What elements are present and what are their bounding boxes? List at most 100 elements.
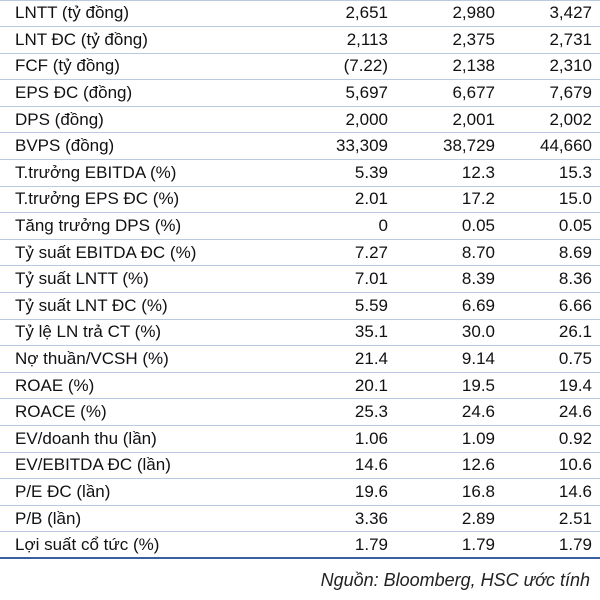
table-row: ROACE (%) 25.3 24.6 24.6	[0, 399, 600, 426]
row-value-1: 5.39	[354, 162, 388, 182]
table-row: Tăng trưởng DPS (%) 0 0.05 0.05	[0, 213, 600, 240]
row-value-1: 25.3	[354, 402, 388, 422]
row-label: Tỷ suất LNTT (%)	[15, 269, 149, 289]
source-note: Nguồn: Bloomberg, HSC ước tính	[320, 570, 590, 590]
row-value-3: 44,660	[540, 136, 592, 156]
row-value-2: 0.05	[461, 216, 495, 236]
row-label: LNTT (tỷ đồng)	[15, 3, 130, 23]
table-row: Tỷ suất EBITDA ĐC (%) 7.27 8.70 8.69	[0, 240, 600, 267]
row-label: DPS (đồng)	[15, 109, 104, 129]
row-label: T.trưởng EBITDA (%)	[15, 162, 177, 182]
row-label: EV/EBITDA ĐC (lần)	[15, 455, 171, 475]
row-label: Tỷ lệ LN trả CT (%)	[15, 322, 162, 342]
row-label: Tỷ suất EBITDA ĐC (%)	[15, 242, 197, 262]
row-value-3: 10.6	[558, 455, 592, 475]
table-row: Lợi suất cổ tức (%) 1.79 1.79 1.79	[0, 532, 600, 559]
row-label: LNT ĐC (tỷ đồng)	[15, 29, 148, 49]
row-value-1: 5,697	[345, 83, 388, 103]
row-label: T.trưởng EPS ĐC (%)	[15, 189, 180, 209]
row-value-1: 2,113	[346, 29, 388, 49]
row-label: ROACE (%)	[15, 402, 107, 422]
row-value-3: 8.69	[558, 242, 592, 262]
table-row: Tỷ lệ LN trả CT (%) 35.1 30.0 26.1	[0, 320, 600, 347]
row-label: Tỷ suất LNT ĐC (%)	[15, 295, 168, 315]
row-value-3: 1.79	[558, 534, 592, 554]
table-row: LNTT (tỷ đồng) 2,651 2,980 3,427	[0, 1, 600, 28]
row-value-3: 2,731	[549, 29, 592, 49]
row-value-2: 16.8	[461, 481, 495, 501]
row-value-2: 6,677	[452, 83, 495, 103]
row-value-1: 14.6	[354, 455, 388, 475]
table-row: EPS ĐC (đồng) 5,697 6,677 7,679	[0, 80, 600, 107]
table-row: T.trưởng EPS ĐC (%) 2.01 17.2 15.0	[0, 187, 600, 214]
table-row: DPS (đồng) 2,000 2,001 2,002	[0, 107, 600, 134]
table-row: LNT ĐC (tỷ đồng) 2,113 2,375 2,731	[0, 27, 600, 54]
row-value-2: 2.89	[461, 508, 495, 528]
table-body: LNTT (tỷ đồng) 2,651 2,980 3,427 LNT ĐC (tỷ …	[0, 1, 600, 559]
row-value-1: 3.36	[354, 508, 388, 528]
table-row: ROAE (%) 20.1 19.5 19.4	[0, 373, 600, 400]
row-label: P/E ĐC (lần)	[15, 481, 111, 501]
row-value-3: 15.0	[558, 189, 592, 209]
row-value-3: 19.4	[558, 375, 592, 395]
row-value-2: 19.5	[461, 375, 495, 395]
row-value-1: (7.22)	[343, 56, 388, 76]
table-row: T.trưởng EBITDA (%) 5.39 12.3 15.3	[0, 160, 600, 187]
row-value-1: 2,651	[345, 3, 388, 23]
row-value-3: 0.05	[558, 216, 592, 236]
row-value-2: 9.14	[461, 349, 495, 369]
row-value-1: 33,309	[336, 136, 388, 156]
row-label: Nợ thuần/VCSH (%)	[15, 349, 169, 369]
row-value-3: 15.3	[558, 162, 592, 182]
row-label: P/B (lần)	[15, 508, 82, 528]
row-value-2: 2,980	[452, 3, 495, 23]
table-row: P/B (lần) 3.36 2.89 2.51	[0, 506, 600, 533]
row-value-3: 8.36	[558, 269, 592, 289]
row-value-1: 2.01	[354, 189, 388, 209]
row-value-3: 2.51	[558, 508, 592, 528]
financial-ratios-table: LNTT (tỷ đồng) 2,651 2,980 3,427 LNT ĐC (tỷ …	[0, 0, 600, 559]
row-value-3: 2,002	[549, 109, 592, 129]
row-value-2: 17.2	[461, 189, 495, 209]
table-row: Nợ thuần/VCSH (%) 21.4 9.14 0.75	[0, 346, 600, 373]
table-row: Tỷ suất LNTT (%) 7.01 8.39 8.36	[0, 266, 600, 294]
row-value-2: 38,729	[443, 136, 495, 156]
table-row: FCF (tỷ đồng) (7.22) 2,138 2,310	[0, 54, 600, 81]
row-value-2: 8.70	[461, 242, 495, 262]
row-value-1: 2,000	[345, 109, 388, 129]
table-row: P/E ĐC (lần) 19.6 16.8 14.6	[0, 479, 600, 506]
row-value-2: 2,375	[452, 29, 495, 49]
row-value-3: 0.92	[558, 428, 592, 448]
row-value-3: 0.75	[558, 349, 592, 369]
row-label: BVPS (đồng)	[15, 136, 115, 156]
row-value-1: 0	[378, 216, 388, 236]
row-value-1: 7.01	[354, 269, 388, 289]
row-value-1: 20.1	[354, 375, 388, 395]
table-row: EV/doanh thu (lần) 1.06 1.09 0.92	[0, 426, 600, 453]
row-value-1: 1.06	[354, 428, 388, 448]
row-value-3: 3,427	[549, 3, 592, 23]
row-value-3: 2,310	[549, 56, 592, 76]
row-value-1: 7.27	[354, 242, 388, 262]
row-value-2: 12.6	[461, 455, 495, 475]
row-value-2: 6.69	[461, 295, 495, 315]
row-value-3: 7,679	[549, 83, 592, 103]
row-value-3: 26.1	[558, 322, 592, 342]
row-value-2: 30.0	[461, 322, 495, 342]
row-value-2: 2,138	[452, 56, 495, 76]
row-label: EV/doanh thu (lần)	[15, 428, 157, 448]
row-value-3: 6.66	[558, 295, 592, 315]
row-value-3: 14.6	[558, 481, 592, 501]
row-value-1: 19.6	[354, 481, 388, 501]
row-value-2: 1.79	[461, 534, 495, 554]
row-value-1: 5.59	[354, 295, 388, 315]
row-value-2: 12.3	[461, 162, 495, 182]
row-value-2: 24.6	[461, 402, 495, 422]
row-value-3: 24.6	[558, 402, 592, 422]
row-label: FCF (tỷ đồng)	[15, 56, 120, 76]
cut-off-row	[0, 0, 600, 1]
row-label: Tăng trưởng DPS (%)	[15, 216, 182, 236]
row-label: EPS ĐC (đồng)	[15, 83, 133, 103]
row-value-1: 35.1	[354, 322, 388, 342]
table-row: BVPS (đồng) 33,309 38,729 44,660	[0, 133, 600, 161]
